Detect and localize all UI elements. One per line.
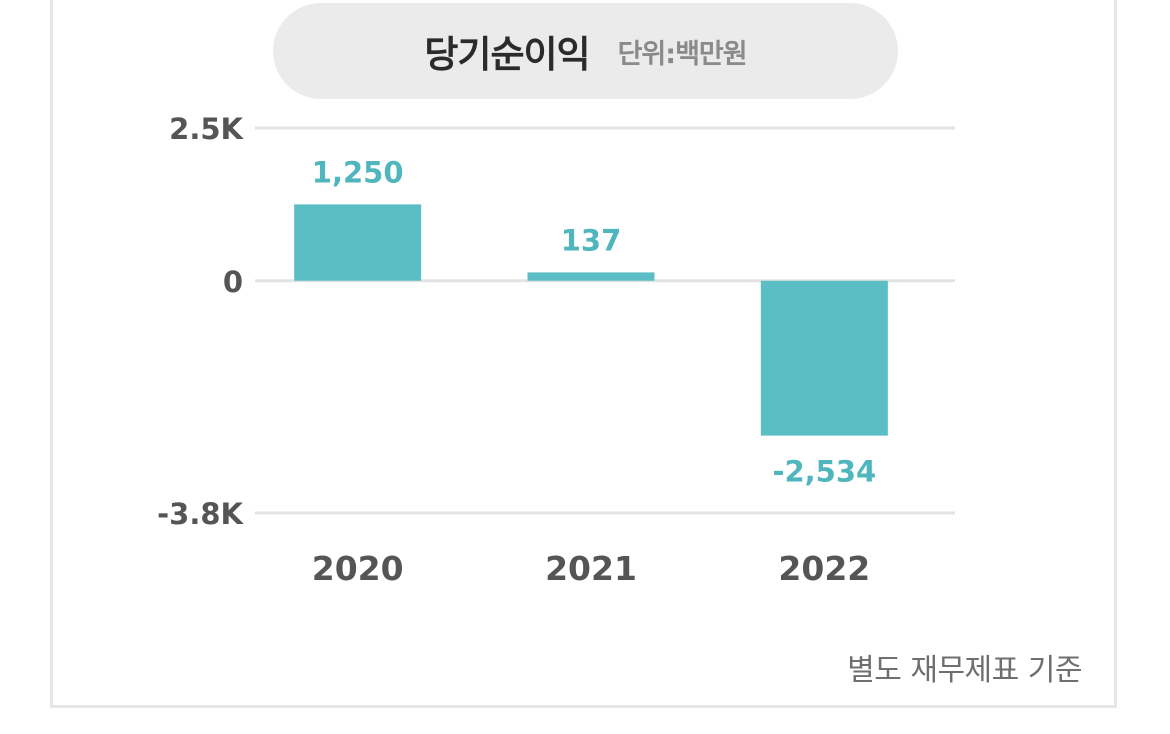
- bar-2021: [527, 272, 655, 281]
- footnote: 별도 재무제표 기준: [847, 653, 1082, 688]
- value-label: 1,250: [312, 155, 404, 189]
- value-labels: 1,250 137 -2,534: [312, 155, 876, 488]
- y-tick-label: 2.5K: [169, 112, 244, 146]
- y-axis-ticks: 2.5K 0 -3.8K: [157, 112, 244, 531]
- bar-2022: [760, 280, 888, 436]
- x-axis-ticks: 2020 2021 2022: [312, 549, 871, 588]
- x-tick-label: 2021: [545, 549, 637, 588]
- chart-unit-label: 단위:백만원: [617, 38, 748, 70]
- chart-title: 당기순이익: [424, 33, 590, 76]
- x-tick-label: 2020: [312, 549, 404, 588]
- chart-title-pill: 당기순이익 단위:백만원: [273, 3, 898, 99]
- bars: [294, 204, 888, 436]
- x-tick-label: 2022: [778, 549, 870, 588]
- value-label: -2,534: [772, 455, 876, 489]
- chart-card: [50, 0, 1117, 708]
- y-tick-label: -3.8K: [157, 497, 244, 531]
- bar-2020: [294, 204, 422, 281]
- y-tick-label: 0: [223, 265, 243, 299]
- value-label: 137: [561, 223, 622, 257]
